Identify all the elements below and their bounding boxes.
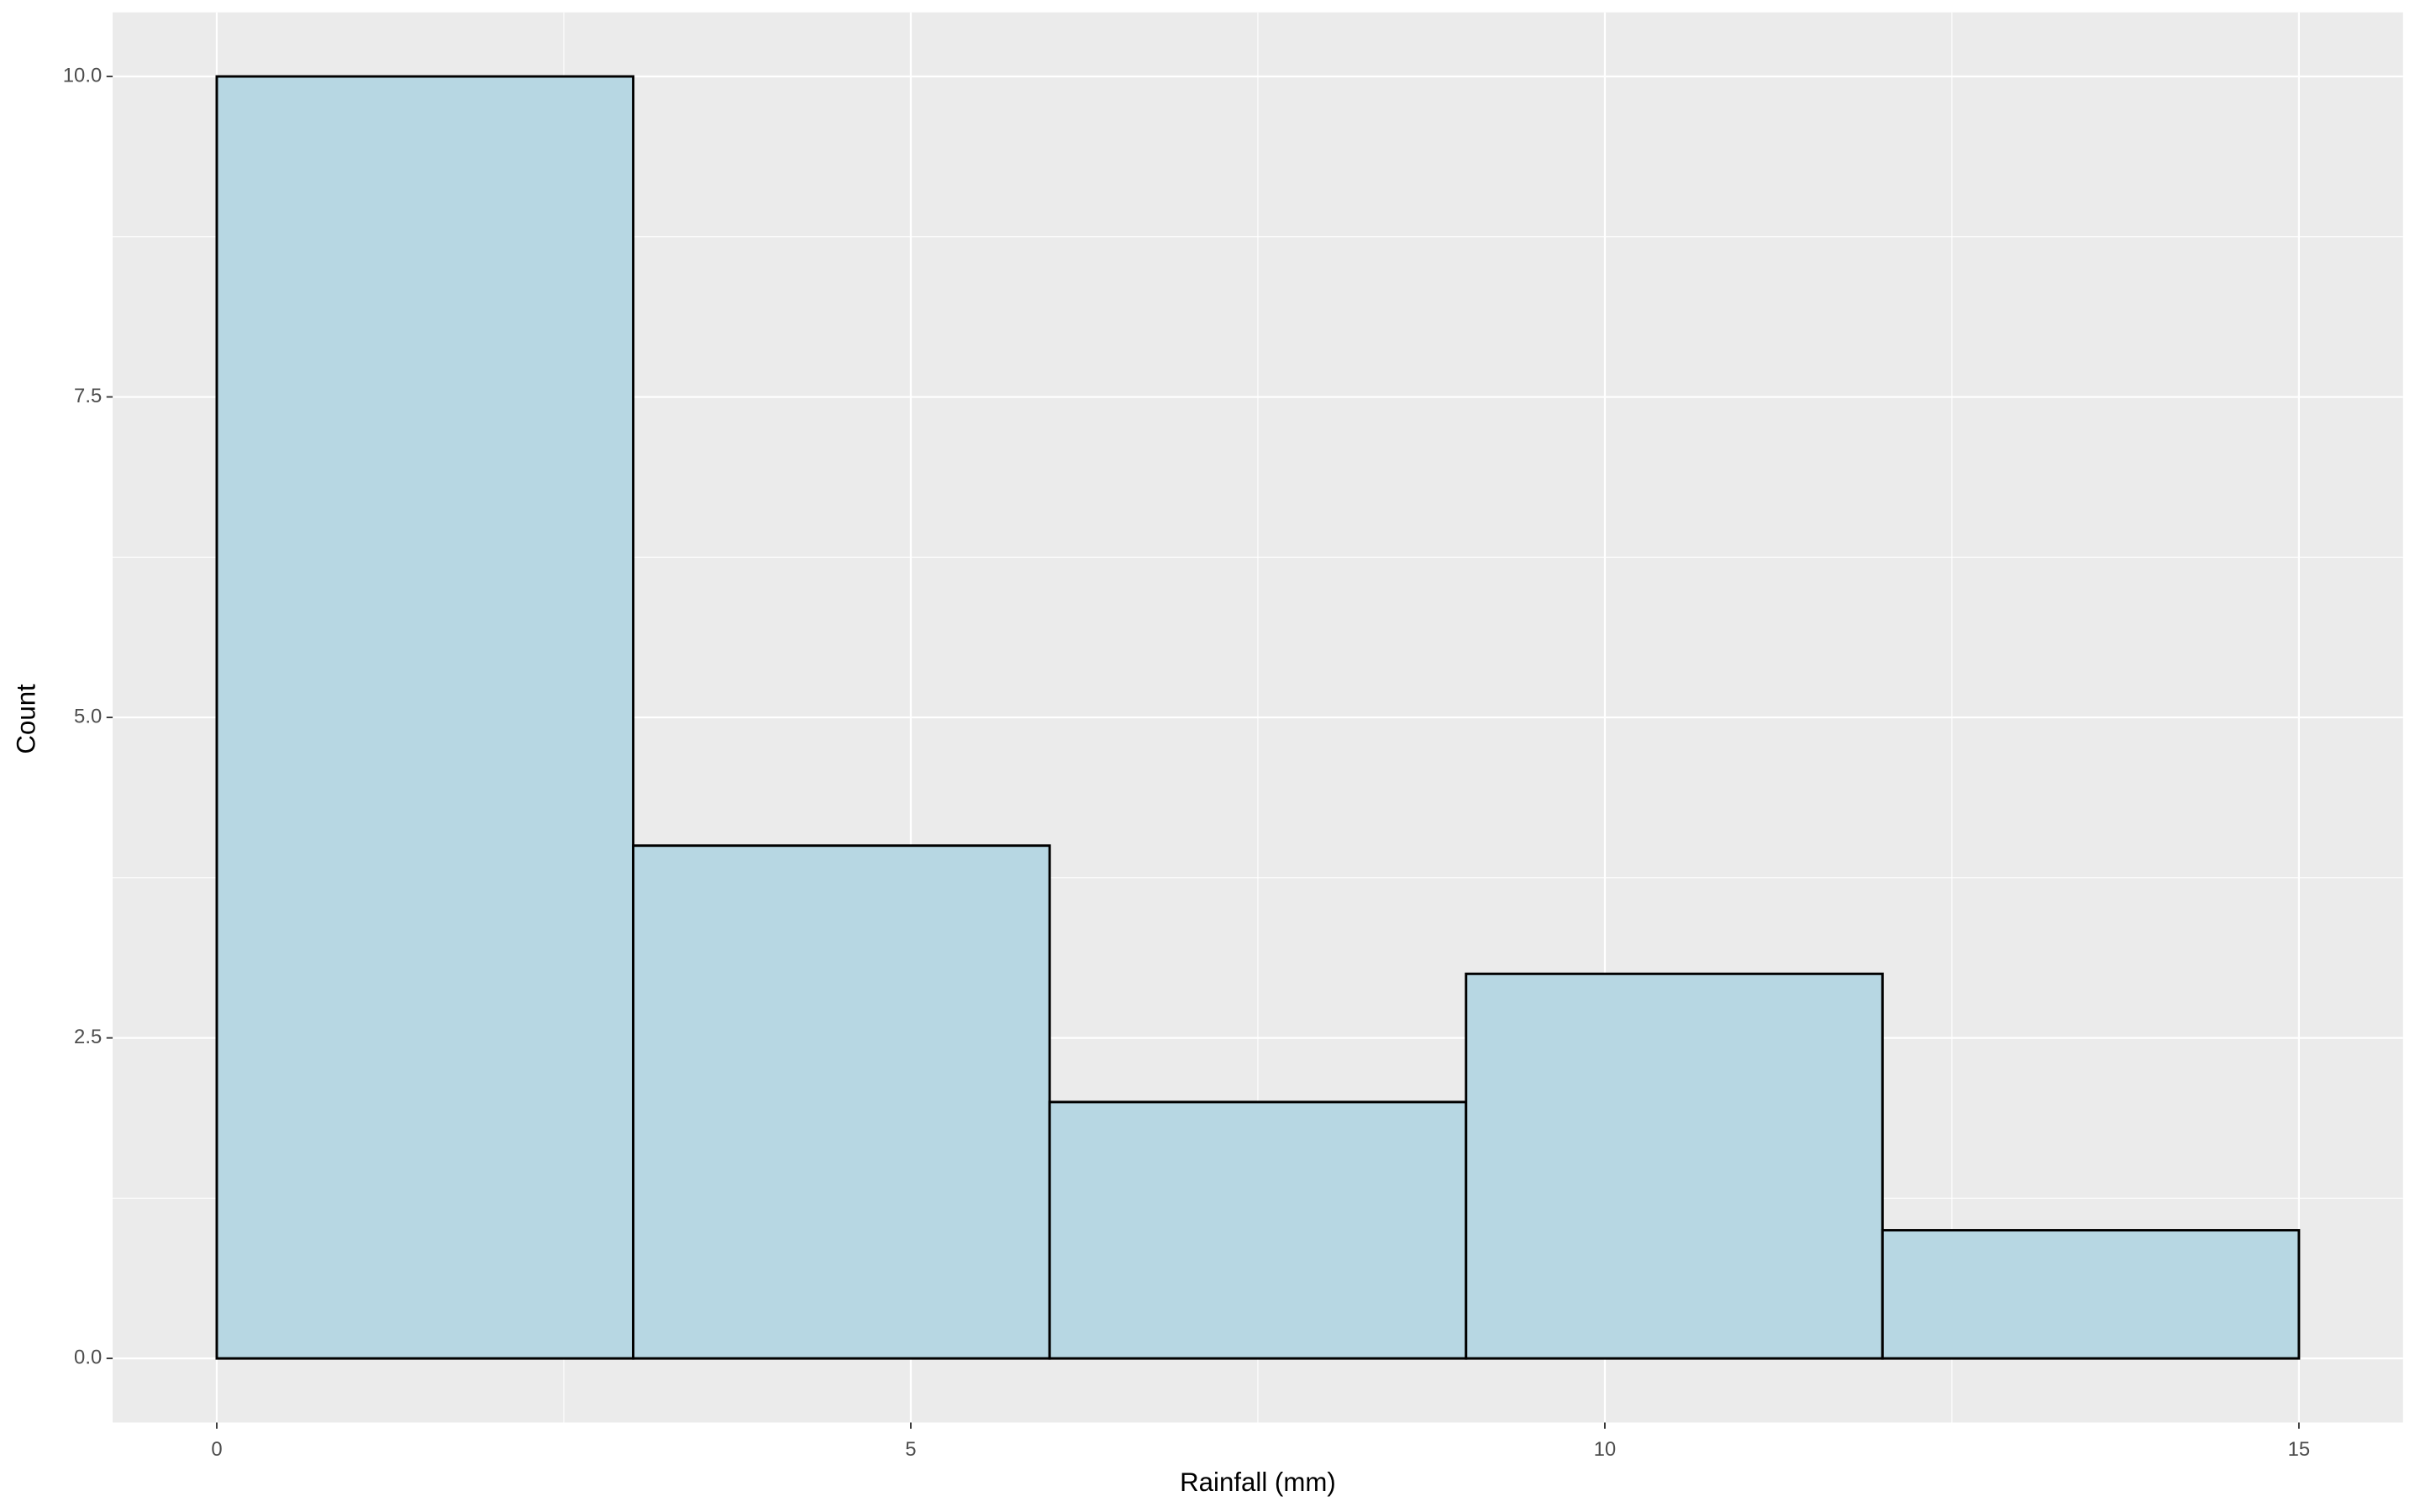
bar: [632, 844, 1051, 1360]
bar: [1881, 1229, 2301, 1360]
y-tick-label: 0.0: [74, 1346, 102, 1368]
x-tick-label: 10: [1594, 1438, 1617, 1461]
x-axis-title: Rainfall (mm): [1180, 1467, 1336, 1497]
marks: [215, 75, 2301, 1360]
bar: [215, 75, 635, 1360]
x-tick-label: 5: [905, 1438, 916, 1461]
y-tick-label: 5.0: [74, 705, 102, 727]
y-axis-title: Count: [11, 684, 40, 754]
bar: [1465, 972, 1884, 1360]
x-tick-label: 15: [2288, 1438, 2311, 1461]
x-tick-label: 0: [211, 1438, 222, 1461]
bar: [1048, 1100, 1468, 1360]
y-tick-label: 2.5: [74, 1026, 102, 1048]
y-tick-label: 10.0: [63, 64, 102, 87]
y-tick-label: 7.5: [74, 385, 102, 407]
